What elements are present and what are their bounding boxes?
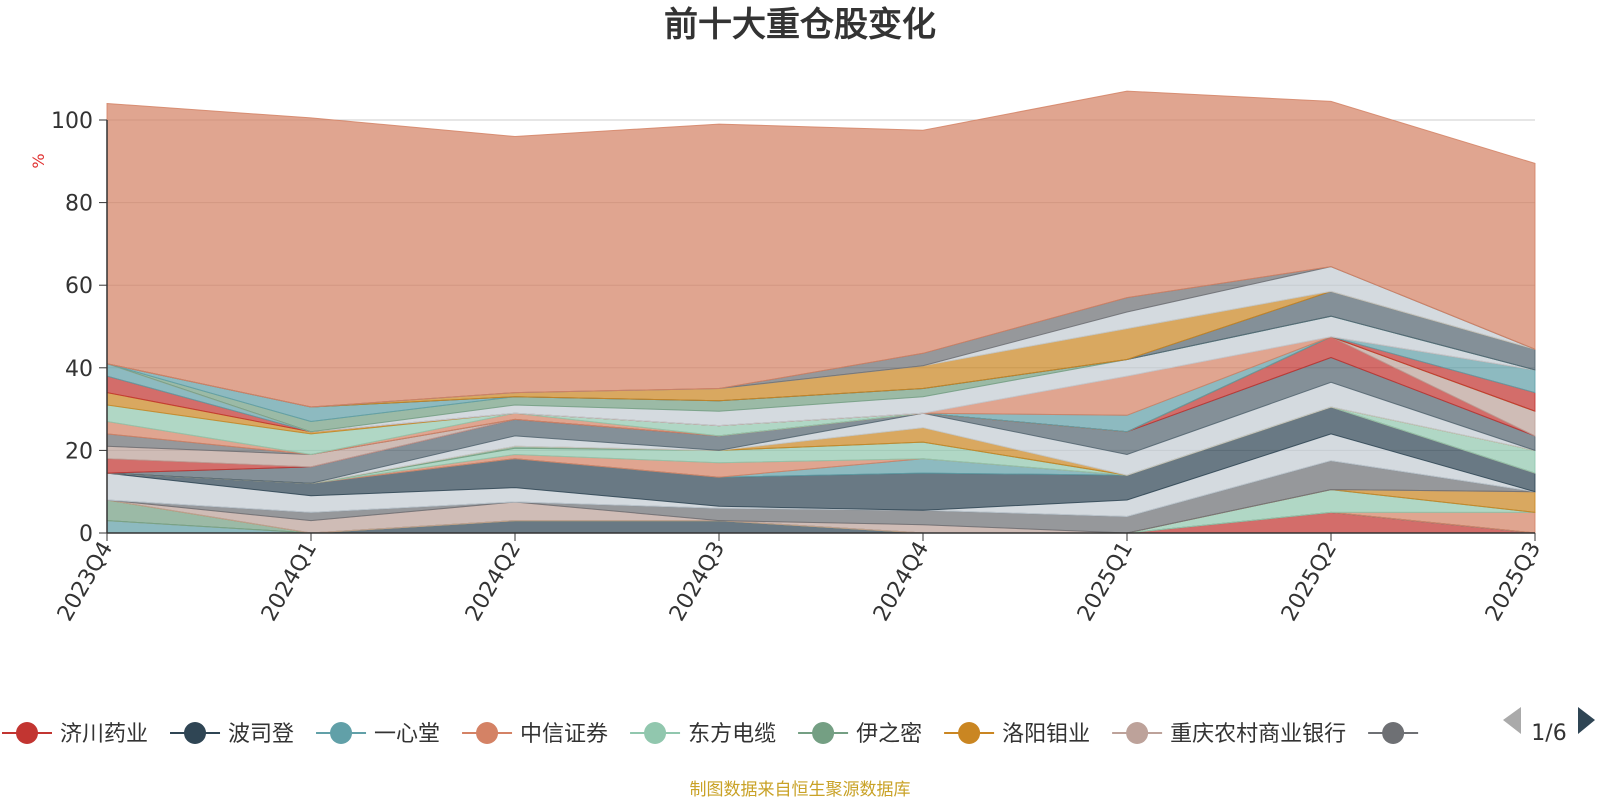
legend-circle-marker (476, 722, 499, 744)
area-series[interactable] (106, 90, 1536, 534)
legend-circle-marker (1126, 722, 1149, 744)
legend-label: 洛阳钼业 (1002, 722, 1090, 747)
legend-label: 重庆农村商业银行 (1170, 722, 1346, 747)
y-tick-label: 80 (65, 192, 93, 217)
x-tick-label: 2024Q2 (461, 538, 526, 626)
legend-item[interactable]: 重庆农村商业银行 (1112, 722, 1346, 747)
legend-item[interactable]: 济川药业 (2, 722, 148, 747)
y-tick-label: 60 (65, 274, 93, 299)
legend-item[interactable] (1368, 722, 1419, 744)
legend-label: 波司登 (228, 722, 294, 747)
x-tick-label: 2025Q2 (1277, 538, 1342, 626)
legend-label: 中信证券 (520, 722, 608, 747)
x-tick-label: 2025Q1 (1073, 538, 1138, 626)
x-tick-label: 2024Q4 (869, 538, 934, 626)
legend-next-page-icon[interactable] (1578, 707, 1595, 734)
legend-label: 伊之密 (856, 722, 922, 747)
data-source-note: 制图数据来自恒生聚源数据库 (690, 780, 911, 800)
legend-circle-marker (1382, 722, 1405, 744)
y-tick-label: 0 (79, 522, 93, 547)
y-tick-label: 100 (51, 109, 93, 134)
legend-circle-marker (184, 722, 207, 744)
x-tick-label: 2024Q3 (665, 538, 730, 626)
y-tick-label: 40 (65, 357, 93, 382)
legend-circle-marker (330, 722, 353, 744)
legend-label: 济川药业 (60, 722, 148, 747)
x-tick-label: 2024Q1 (257, 538, 322, 626)
legend-item[interactable]: 波司登 (170, 722, 294, 747)
legend-prev-page-icon[interactable] (1503, 707, 1521, 734)
legend-circle-marker (812, 722, 835, 744)
y-axis-unit-label: % (29, 153, 48, 168)
chart-title: 前十大重仓股变化 (664, 5, 936, 45)
legend-label: 一心堂 (374, 722, 440, 747)
legend-circle-marker (16, 722, 38, 744)
y-tick-label: 20 (65, 439, 93, 464)
legend-item[interactable]: 中信证券 (462, 722, 608, 747)
legend: 济川药业 波司登 一心堂 中信证券 东方电缆 伊之密 洛阳钼业 重庆农村商业银行 1/6 (2, 707, 1595, 747)
legend-items: 济川药业 波司登 一心堂 中信证券 东方电缆 伊之密 洛阳钼业 重庆农村商业银行 (2, 722, 1419, 747)
legend-circle-marker (958, 722, 981, 744)
x-tick-label: 2025Q3 (1481, 538, 1546, 626)
legend-item[interactable]: 一心堂 (316, 722, 440, 747)
x-tick-label: 2023Q4 (53, 538, 118, 626)
legend-item[interactable]: 东方电缆 (630, 722, 776, 747)
legend-item[interactable]: 洛阳钼业 (944, 722, 1090, 747)
legend-circle-marker (644, 722, 667, 744)
legend-label: 东方电缆 (688, 722, 776, 747)
legend-item[interactable]: 伊之密 (798, 722, 922, 747)
legend-page-indicator: 1/6 (1531, 721, 1566, 746)
area-series-36[interactable] (106, 90, 1536, 408)
